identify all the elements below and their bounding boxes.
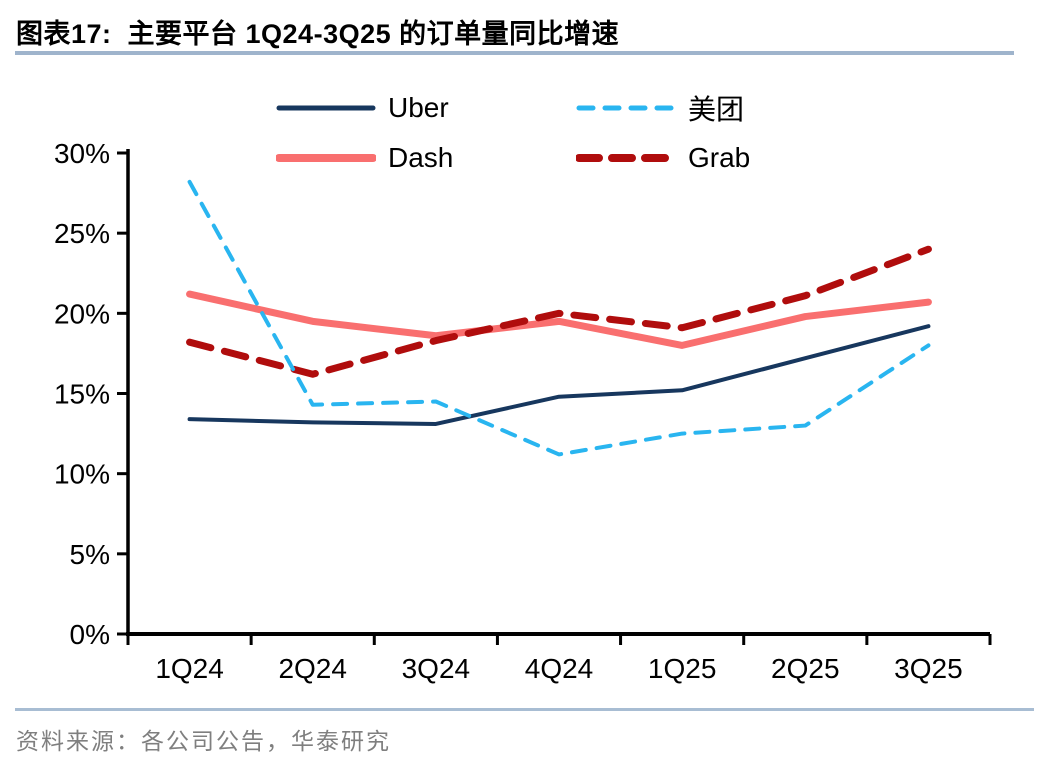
series-line-grab — [186, 245, 932, 378]
x-tick-label: 1Q24 — [155, 653, 224, 684]
y-tick-label: 20% — [54, 298, 110, 329]
dash-line-swatch-icon — [276, 154, 376, 162]
legend-item-uber: Uber — [276, 92, 449, 123]
source-divider — [15, 708, 1034, 711]
meituan-line-swatch-icon — [576, 105, 676, 111]
x-tick-label: 1Q25 — [648, 653, 717, 684]
title-divider — [15, 51, 1014, 55]
grab-line-swatch-icon — [576, 154, 676, 162]
y-tick-label: 30% — [54, 138, 110, 169]
x-tick-label: 3Q24 — [402, 653, 471, 684]
y-tick-label: 25% — [54, 218, 110, 249]
legend-item-meituan: 美团 — [576, 93, 744, 125]
legend-label: 美团 — [688, 94, 745, 125]
legend-label: Grab — [688, 142, 751, 173]
y-tick-label: 0% — [70, 619, 110, 650]
series-line-meituan — [187, 179, 931, 457]
y-tick-label: 5% — [70, 539, 110, 570]
series-line-uber — [187, 324, 931, 426]
uber-line-swatch-icon — [276, 105, 376, 111]
x-tick-label: 2Q25 — [771, 653, 840, 684]
series-line-dash — [186, 290, 932, 349]
x-tick-label: 3Q25 — [894, 653, 963, 684]
legend-label: Dash — [388, 142, 454, 173]
legend-label: Uber — [388, 92, 449, 123]
legend-item-grab: Grab — [576, 142, 751, 173]
figure-title: 图表17: 主要平台 1Q24-3Q25 的订单量同比增速 — [16, 19, 620, 49]
legend-item-dash: Dash — [276, 142, 454, 173]
source-note: 资料来源：各公司公告，华泰研究 — [16, 729, 391, 755]
y-tick-label: 15% — [54, 379, 110, 410]
y-tick-label: 10% — [54, 459, 110, 490]
x-tick-label: 4Q24 — [525, 653, 594, 684]
x-tick-label: 2Q24 — [278, 653, 347, 684]
